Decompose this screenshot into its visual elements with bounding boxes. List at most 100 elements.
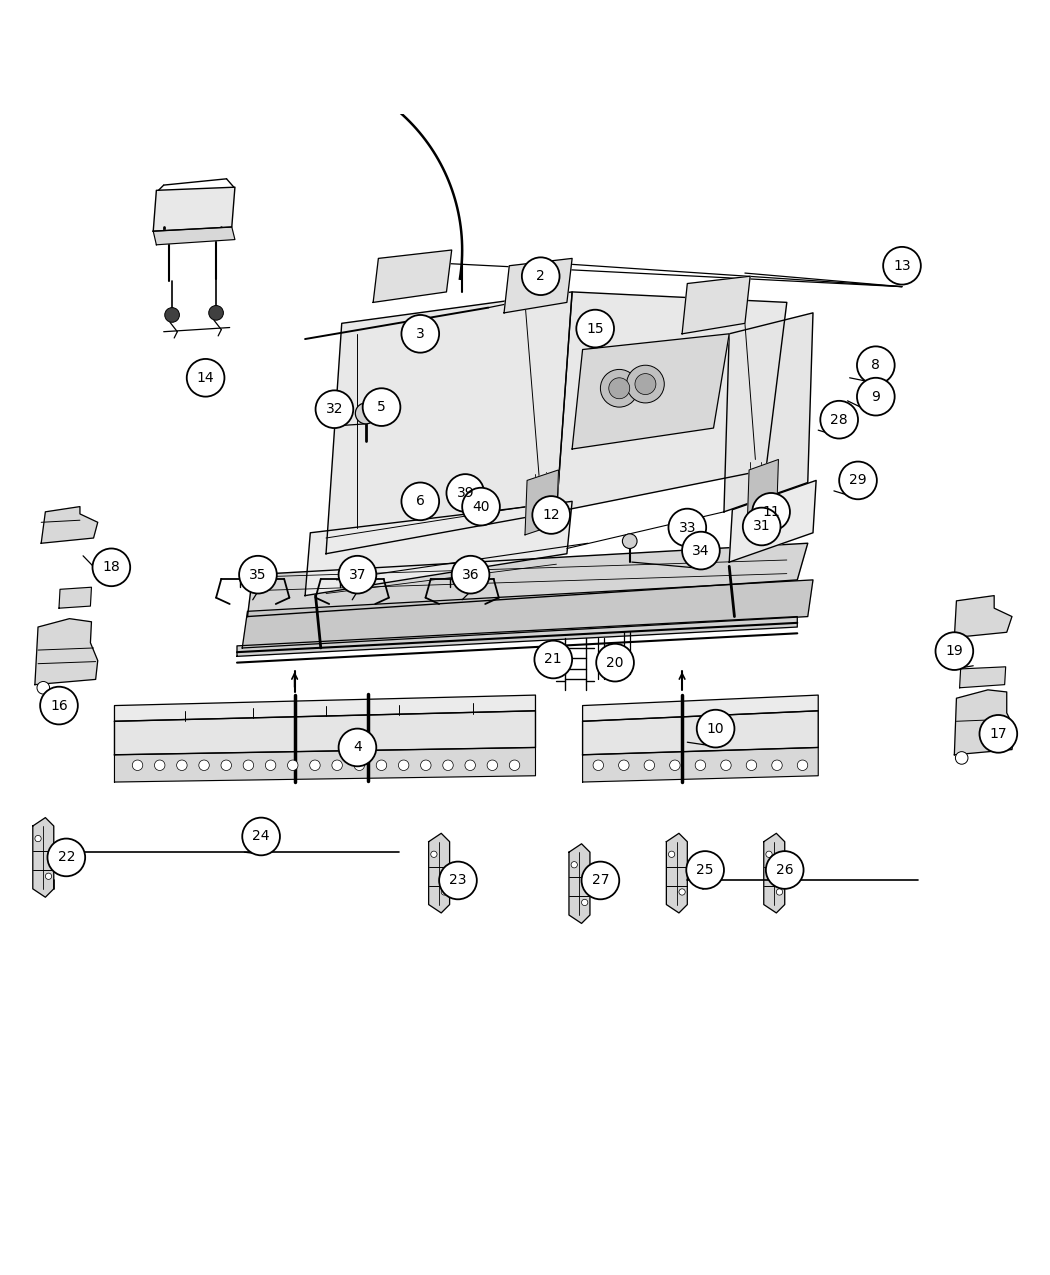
- Polygon shape: [248, 543, 807, 617]
- Text: 22: 22: [58, 850, 75, 864]
- Circle shape: [401, 315, 439, 353]
- Text: 24: 24: [252, 830, 270, 844]
- Circle shape: [439, 862, 477, 899]
- Polygon shape: [153, 187, 235, 231]
- Circle shape: [776, 889, 782, 895]
- Circle shape: [839, 462, 877, 500]
- Circle shape: [338, 556, 376, 594]
- Circle shape: [376, 760, 386, 770]
- Circle shape: [752, 493, 790, 530]
- Circle shape: [198, 760, 209, 770]
- Circle shape: [362, 389, 400, 426]
- Circle shape: [354, 760, 364, 770]
- Circle shape: [338, 728, 376, 766]
- Circle shape: [857, 377, 895, 416]
- Circle shape: [441, 889, 447, 895]
- Polygon shape: [572, 334, 729, 449]
- Circle shape: [220, 760, 231, 770]
- Text: 31: 31: [753, 519, 771, 533]
- Circle shape: [593, 760, 604, 770]
- Circle shape: [534, 640, 572, 678]
- Circle shape: [669, 509, 707, 547]
- Polygon shape: [747, 459, 778, 533]
- Text: 40: 40: [472, 500, 489, 514]
- Circle shape: [37, 681, 49, 694]
- Circle shape: [682, 532, 720, 570]
- Polygon shape: [954, 595, 1012, 638]
- Polygon shape: [583, 695, 818, 722]
- Circle shape: [601, 370, 638, 407]
- Polygon shape: [33, 817, 54, 898]
- Circle shape: [446, 474, 484, 511]
- Circle shape: [797, 760, 807, 770]
- Polygon shape: [583, 710, 818, 755]
- Circle shape: [465, 760, 476, 770]
- Polygon shape: [153, 227, 235, 245]
- Circle shape: [820, 400, 858, 439]
- Circle shape: [430, 852, 437, 857]
- Circle shape: [687, 852, 723, 889]
- Circle shape: [695, 760, 706, 770]
- Circle shape: [244, 760, 254, 770]
- Text: 25: 25: [696, 863, 714, 877]
- Polygon shape: [556, 292, 786, 511]
- Polygon shape: [583, 747, 818, 782]
- Circle shape: [522, 258, 560, 295]
- Text: 3: 3: [416, 326, 424, 340]
- Polygon shape: [428, 834, 449, 913]
- Circle shape: [266, 760, 276, 770]
- Circle shape: [443, 760, 454, 770]
- Circle shape: [243, 817, 280, 856]
- Text: 34: 34: [692, 543, 710, 557]
- Polygon shape: [667, 834, 688, 913]
- Circle shape: [310, 760, 320, 770]
- Circle shape: [532, 496, 570, 534]
- Circle shape: [609, 377, 630, 399]
- Circle shape: [883, 247, 921, 284]
- Text: 21: 21: [545, 653, 562, 667]
- Circle shape: [92, 548, 130, 586]
- Circle shape: [239, 556, 277, 594]
- Circle shape: [462, 488, 500, 525]
- Circle shape: [209, 306, 224, 320]
- Circle shape: [644, 760, 654, 770]
- Text: 12: 12: [543, 507, 560, 521]
- Text: 28: 28: [831, 413, 848, 427]
- Circle shape: [132, 760, 143, 770]
- Circle shape: [40, 687, 78, 724]
- Polygon shape: [114, 695, 536, 722]
- Circle shape: [452, 556, 489, 594]
- Text: 37: 37: [349, 567, 366, 581]
- Circle shape: [936, 632, 973, 669]
- Polygon shape: [954, 690, 1015, 755]
- Text: 20: 20: [606, 655, 624, 669]
- Circle shape: [623, 534, 637, 548]
- Polygon shape: [59, 588, 91, 608]
- Circle shape: [571, 862, 578, 868]
- Text: 29: 29: [849, 473, 867, 487]
- Text: 36: 36: [462, 567, 480, 581]
- Text: 39: 39: [457, 486, 475, 500]
- Circle shape: [596, 644, 634, 681]
- Polygon shape: [569, 844, 590, 923]
- Circle shape: [747, 760, 757, 770]
- Polygon shape: [41, 506, 98, 543]
- Text: 17: 17: [989, 727, 1007, 741]
- Polygon shape: [35, 618, 98, 685]
- Polygon shape: [960, 667, 1006, 687]
- Circle shape: [288, 760, 298, 770]
- Circle shape: [765, 852, 803, 889]
- Polygon shape: [729, 481, 816, 562]
- Text: 14: 14: [196, 371, 214, 385]
- Circle shape: [765, 852, 772, 857]
- Polygon shape: [243, 580, 813, 648]
- Circle shape: [627, 365, 665, 403]
- Text: 15: 15: [586, 321, 604, 335]
- Text: 13: 13: [894, 259, 910, 273]
- Circle shape: [421, 760, 432, 770]
- Polygon shape: [237, 617, 797, 657]
- Polygon shape: [114, 747, 536, 782]
- Circle shape: [332, 760, 342, 770]
- Text: 26: 26: [776, 863, 794, 877]
- Polygon shape: [763, 834, 784, 913]
